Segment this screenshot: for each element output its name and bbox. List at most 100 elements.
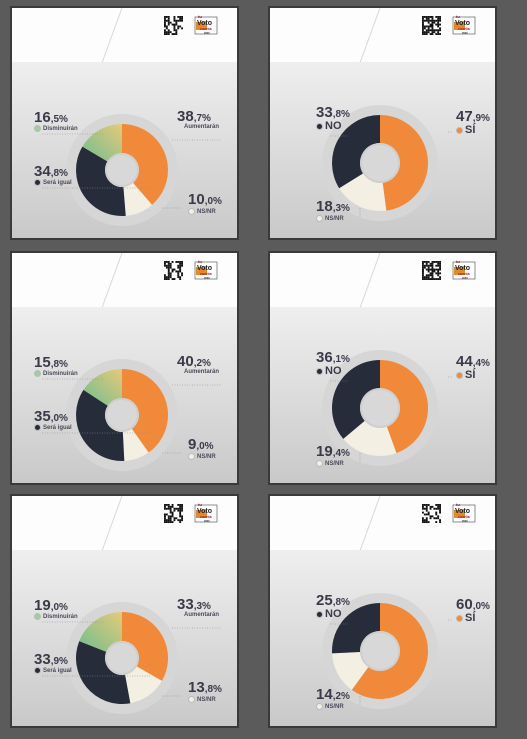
panel-3: tu Voto cuenta 2020 40,2% Aumentarán 9,0% NS/NR… xyxy=(10,251,239,485)
slice-disminuirn xyxy=(82,124,122,162)
value-label: 18,3% xyxy=(316,198,350,216)
logo-text: Voto xyxy=(197,265,212,272)
category-text: Aumentarán xyxy=(184,612,220,618)
logo-text: 2020 xyxy=(204,277,210,280)
category-text: Disminuirán xyxy=(43,126,78,133)
value-decimal: ,0% xyxy=(50,602,68,613)
value-label: 19,0% xyxy=(34,597,68,615)
qr-code xyxy=(164,16,183,35)
value-label: 33,3% xyxy=(177,596,211,614)
category-label: NO xyxy=(316,365,342,377)
category-label: NO xyxy=(316,120,342,132)
slice-serigual xyxy=(75,641,131,704)
value-label: 35,0% xyxy=(34,408,68,426)
value-label: 13,8% xyxy=(188,679,222,697)
category-label: Disminuirán xyxy=(34,613,78,620)
value-integer: 19 xyxy=(316,443,333,460)
slice-no xyxy=(332,603,380,654)
legend-dot xyxy=(34,179,41,186)
donut-hole-inner xyxy=(107,155,137,185)
legend-dot xyxy=(456,126,463,134)
value-integer: 47 xyxy=(456,108,473,125)
category-label: NS/NR xyxy=(316,703,344,710)
slice-nsnr xyxy=(125,666,162,704)
legend-dot xyxy=(34,125,41,132)
qr-code xyxy=(422,261,441,280)
value-integer: 14 xyxy=(316,686,333,703)
value-decimal: ,9% xyxy=(472,113,490,124)
logo-text: Voto xyxy=(455,265,470,272)
value-integer: 16 xyxy=(34,109,51,126)
donut-hole-inner xyxy=(107,400,137,430)
category-text: Disminuirán xyxy=(43,371,78,378)
category-label: NS/NR xyxy=(316,215,344,222)
category-text: NS/NR xyxy=(325,461,344,468)
logo-text: tu xyxy=(198,14,202,19)
panel-5: tu Voto cuenta 2020 33,3% Aumentarán 13,8% NS/N… xyxy=(10,494,239,728)
value-decimal: ,4% xyxy=(332,448,350,459)
slice-nsnr xyxy=(122,428,149,461)
category-text: NO xyxy=(325,608,342,620)
donut-chart xyxy=(42,114,222,226)
logo-text: cuenta xyxy=(458,272,471,276)
panel-1: tu Voto cuenta 2020 38,7% Aumentarán 10,0% NS/N… xyxy=(10,6,239,240)
category-text: Aumentarán xyxy=(184,124,220,130)
category-label: SÍ xyxy=(456,124,475,136)
value-integer: 19 xyxy=(34,597,51,614)
logo-text: cuenta xyxy=(458,27,471,31)
category-label: Aumentarán xyxy=(184,124,219,130)
legend-dot xyxy=(188,208,195,215)
value-integer: 13 xyxy=(188,679,205,696)
value-decimal: ,4% xyxy=(472,358,490,369)
category-label: Será igual xyxy=(34,424,72,431)
panel-header: tu Voto cuenta 2020 xyxy=(270,253,495,308)
value-integer: 40 xyxy=(177,353,194,370)
value-decimal: ,1% xyxy=(332,354,350,365)
slice-nsnr xyxy=(339,173,387,211)
value-label: 9,0% xyxy=(188,436,214,454)
value-decimal: ,8% xyxy=(332,109,350,120)
slice-serigual xyxy=(76,389,125,461)
legend-dot xyxy=(316,215,323,222)
value-integer: 33 xyxy=(177,596,194,613)
value-label: 44,4% xyxy=(456,353,490,371)
category-text: NS/NR xyxy=(325,704,344,711)
value-decimal: ,8% xyxy=(50,168,68,179)
legend-dot xyxy=(456,371,463,379)
value-decimal: ,8% xyxy=(204,684,222,695)
value-integer: 25 xyxy=(316,592,333,609)
value-label: 34,8% xyxy=(34,163,68,181)
legend-dot xyxy=(316,460,323,467)
category-text: Disminuirán xyxy=(43,614,78,621)
value-label: 15,8% xyxy=(34,354,68,372)
donut-hole-inner xyxy=(107,643,137,673)
value-label: 16,5% xyxy=(34,109,68,127)
slice-disminuirn xyxy=(79,612,122,652)
logo-text: cuenta xyxy=(458,515,471,519)
category-text: Será igual xyxy=(43,425,72,432)
category-label: Aumentarán xyxy=(184,612,219,618)
value-decimal: ,0% xyxy=(204,196,222,207)
category-label: Será igual xyxy=(34,179,72,186)
value-decimal: ,5% xyxy=(50,114,68,125)
category-text: SÍ xyxy=(465,369,476,381)
slice-disminuirn xyxy=(83,369,122,406)
qr-code xyxy=(164,504,183,523)
category-text: NS/NR xyxy=(197,454,216,461)
donut-chart xyxy=(322,593,452,709)
value-integer: 15 xyxy=(34,354,51,371)
category-text: NS/NR xyxy=(325,216,344,223)
legend-dot xyxy=(34,613,41,620)
category-label: Será igual xyxy=(34,667,72,674)
value-decimal: ,0% xyxy=(196,441,214,452)
legend-dot xyxy=(316,122,323,130)
logo-text: cuenta xyxy=(200,272,213,276)
panel-4: tu Voto cuenta 2020 44,4% SÍ 19,4% NS/NR 36,1% NO xyxy=(268,251,497,485)
slice-aumentarn xyxy=(122,612,168,681)
category-text: NS/NR xyxy=(197,697,216,704)
slice-s xyxy=(351,603,428,699)
logo-text: cuenta xyxy=(200,27,213,31)
